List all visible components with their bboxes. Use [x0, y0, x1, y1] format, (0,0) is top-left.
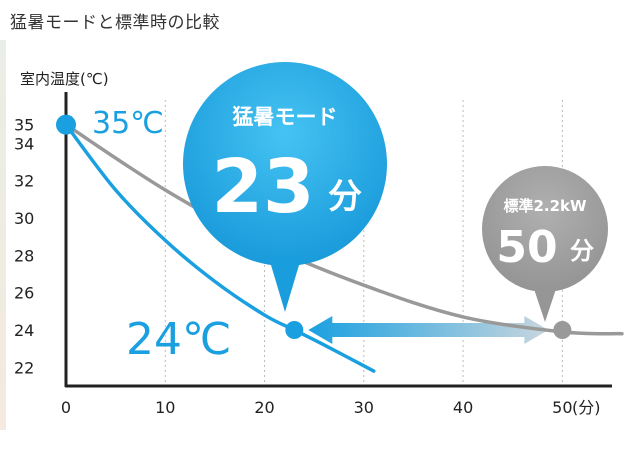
standard-bubble-heading: 標準2.2kW — [503, 197, 587, 215]
x-tick-label: 50 — [552, 398, 572, 417]
mode-bubble-pointer — [268, 255, 302, 312]
y-tick-label: 32 — [14, 172, 34, 191]
y-tick-label: 24 — [14, 321, 34, 340]
standard-time-bubble: 標準2.2kW 50 分 — [482, 166, 608, 322]
page-title: 猛暑モードと標準時の比較 — [10, 13, 220, 33]
mode-bubble-unit: 分 — [328, 177, 362, 217]
y-tick-label: 22 — [14, 358, 34, 377]
x-tick-label: 0 — [61, 398, 71, 417]
standard-bubble-value: 50 — [496, 222, 557, 273]
standard-bubble-unit: 分 — [570, 237, 594, 265]
x-tick-label: 40 — [453, 398, 473, 417]
x-tick-labels: 0 10 20 30 40 50 — [61, 398, 573, 417]
standard-reached-marker — [553, 321, 572, 339]
left-edge-decoration — [0, 40, 6, 430]
mode-time-bubble: 猛暑モード 23 分 — [183, 62, 387, 312]
start-marker — [56, 114, 76, 135]
mode-bubble-circle — [183, 62, 387, 266]
mode-bubble-value: 23 — [212, 144, 315, 230]
y-tick-label: 28 — [14, 246, 34, 265]
y-tick-label: 34 — [14, 134, 34, 153]
markers — [56, 114, 572, 339]
y-tick-label: 35 — [14, 116, 34, 135]
reached-temp-label: 24℃ — [126, 314, 231, 365]
x-tick-label: 30 — [354, 398, 374, 417]
y-axis-label: 室内温度(℃) — [20, 70, 109, 88]
arrow-shape — [308, 316, 549, 344]
mode-bubble-heading: 猛暑モード — [232, 105, 338, 129]
standard-bubble-circle — [482, 166, 608, 292]
mode-series-line — [64, 122, 376, 373]
comparison-arrow — [308, 316, 549, 344]
mode-reached-marker — [285, 321, 304, 339]
x-tick-label: 10 — [155, 398, 175, 417]
standard-series-line — [64, 122, 624, 336]
y-tick-label: 30 — [14, 209, 34, 228]
y-tick-label: 26 — [14, 284, 34, 303]
start-temp-label: 35℃ — [92, 106, 164, 141]
x-tick-label: 20 — [254, 398, 274, 417]
standard-bubble-pointer — [533, 286, 557, 322]
x-axis-unit-label: (分) — [572, 398, 601, 417]
series-lines — [64, 122, 624, 373]
